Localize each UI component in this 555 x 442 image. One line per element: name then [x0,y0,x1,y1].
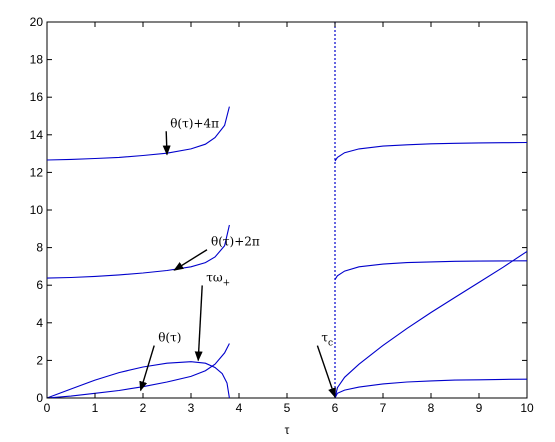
annotation-subscript: c [328,339,333,349]
y-tick-label: 18 [30,53,44,67]
annotation-arrow [139,345,155,392]
series-line-6 [334,250,528,399]
y-tick-label: 4 [36,316,43,330]
x-tick-label: 4 [236,401,243,415]
y-tick-label: 20 [30,15,44,29]
series-line-2 [46,361,230,399]
x-axis-label: τ [285,423,290,437]
annotation-label: τc [321,331,333,349]
y-tick-label: 8 [36,241,43,255]
x-tick-label: 2 [140,401,147,415]
x-tick-label: 0 [44,401,51,415]
series-line-8 [334,141,528,162]
x-tick-label: 5 [284,401,291,415]
annotation-arrow [194,285,203,362]
annotation-arrow [316,345,336,399]
y-tick-label: 16 [30,90,44,104]
y-tick-label: 14 [30,128,44,142]
series-line-5 [334,378,528,399]
annotation-arrow [162,131,171,156]
annotation-label: θ(τ)+2π [211,235,260,249]
y-tick-label: 12 [30,165,44,179]
x-tick-label: 9 [476,401,483,415]
series-line-3 [46,224,230,279]
annotation-label: θ(τ) [158,331,181,345]
annotation-label: θ(τ)+4π [170,116,219,130]
y-tick-label: 2 [36,353,43,367]
y-tick-label: 6 [36,278,43,292]
plot-area [46,21,528,399]
x-tick-label: 1 [92,401,99,415]
y-tick-label: 0 [36,391,43,405]
series-line-7 [334,260,528,280]
x-tick-label: 10 [520,401,534,415]
x-tick-label: 7 [380,401,387,415]
x-tick-label: 8 [428,401,435,415]
series-line-1 [46,343,230,399]
x-tick-label: 6 [332,401,339,415]
x-tick-label: 3 [188,401,195,415]
annotation-arrow [173,249,208,271]
annotation-subscript: + [223,278,231,288]
y-tick-label: 10 [30,203,44,217]
